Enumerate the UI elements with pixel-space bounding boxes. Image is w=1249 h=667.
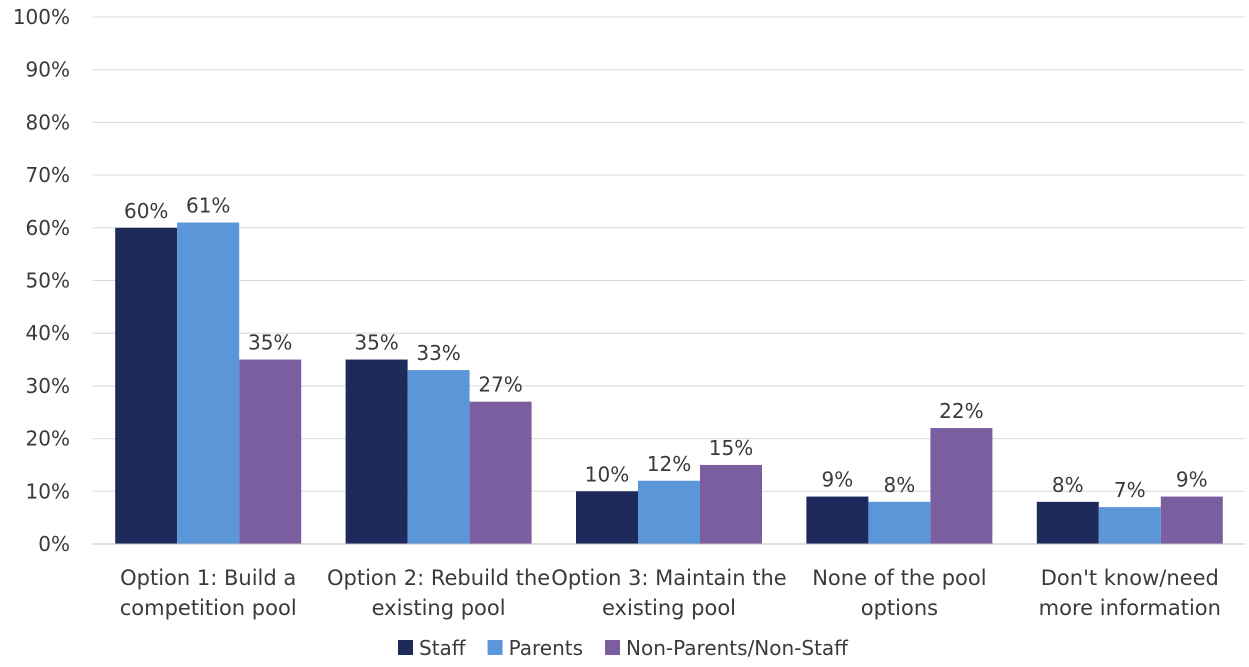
data-label: 9% xyxy=(1176,468,1208,492)
data-label: 35% xyxy=(248,331,292,355)
bar-parents xyxy=(1098,507,1161,544)
bar-staff xyxy=(115,227,178,545)
bar-non-parents-non-staff xyxy=(930,428,993,544)
y-tick-label: 100% xyxy=(13,5,70,29)
bar-parents xyxy=(638,480,700,544)
legend-label: Staff xyxy=(419,636,467,660)
y-tick-label: 30% xyxy=(26,374,70,398)
x-category-label: Option 2: Rebuild the existing pool xyxy=(327,566,550,620)
y-tick-label: 80% xyxy=(26,110,70,134)
bar-non-parents-non-staff xyxy=(469,401,532,544)
bar-non-parents-non-staff xyxy=(700,464,762,544)
y-tick-label: 70% xyxy=(26,163,70,187)
data-label: 27% xyxy=(478,373,522,397)
legend-swatch xyxy=(398,640,413,655)
y-tick-label: 0% xyxy=(38,532,70,556)
data-label: 33% xyxy=(416,341,460,365)
y-tick-label: 40% xyxy=(26,321,70,345)
data-label: 22% xyxy=(939,399,983,423)
bar-staff xyxy=(576,491,638,544)
data-label: 61% xyxy=(186,194,230,218)
bars xyxy=(115,222,1223,545)
data-label: 7% xyxy=(1114,478,1146,502)
legend-label: Parents xyxy=(509,636,583,660)
y-axis: 0% 10% 20% 30% 40% 50% 60% 70% 80% 90% 100% xyxy=(13,5,70,556)
data-label: 10% xyxy=(585,462,629,486)
y-tick-label: 60% xyxy=(26,216,70,240)
data-label: 8% xyxy=(884,473,916,497)
data-label: 15% xyxy=(709,436,753,460)
legend: Staff Parents Non-Parents/Non-Staff xyxy=(398,636,849,660)
x-category-label: Option 1: Build a competition pool xyxy=(120,566,297,620)
data-label: 12% xyxy=(647,452,691,476)
x-axis: Option 1: Build a competition pool Option … xyxy=(93,543,1245,620)
y-tick-label: 20% xyxy=(26,427,70,451)
x-category-label: Don't know/need more information xyxy=(1039,566,1221,620)
data-label: 60% xyxy=(124,199,168,223)
legend-swatch xyxy=(605,640,621,655)
x-category-label: Option 3: Maintain the existing pool xyxy=(551,566,786,620)
y-tick-label: 90% xyxy=(26,58,70,82)
bar-non-parents-non-staff xyxy=(239,359,302,544)
legend-swatch xyxy=(487,640,503,655)
bar-staff xyxy=(1036,501,1099,544)
bar-staff xyxy=(345,359,408,544)
data-label: 9% xyxy=(822,468,854,492)
x-category-label: None of the pool options xyxy=(812,566,986,620)
bar-non-parents-non-staff xyxy=(1160,496,1223,544)
y-tick-label: 10% xyxy=(26,479,70,503)
bar-staff xyxy=(806,496,869,544)
bar-parents xyxy=(177,222,240,544)
data-label: 8% xyxy=(1052,473,1084,497)
data-label: 35% xyxy=(354,331,398,355)
data-labels: 60% 61% 35% 35% 33% 27% 10% 12% 15% 9% 8% 22% 8% 7% 9% xyxy=(124,194,1208,503)
legend-label: Non-Parents/Non-Staff xyxy=(626,636,849,660)
bar-parents xyxy=(407,370,470,544)
bar-parents xyxy=(868,501,931,544)
y-tick-label: 50% xyxy=(26,269,70,293)
